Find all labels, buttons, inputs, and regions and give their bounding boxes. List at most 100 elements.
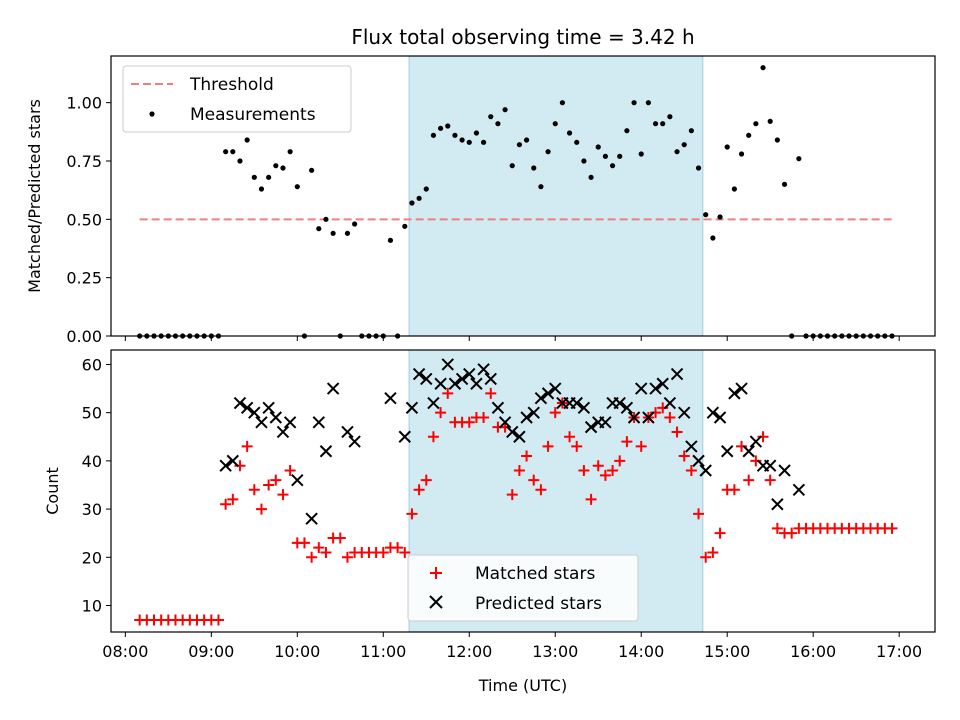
- matched-star-point: [521, 450, 533, 462]
- matched-star-point: [442, 387, 454, 399]
- measurement-point: [703, 212, 709, 218]
- matched-star-point: [585, 493, 597, 505]
- measurement-point: [352, 221, 358, 227]
- x-tick-label: 11:00: [360, 642, 406, 661]
- x-tick-label: 16:00: [790, 642, 836, 661]
- y-tick-label: 0.75: [66, 152, 102, 171]
- measurement-point: [538, 184, 544, 190]
- matched-star-point: [413, 484, 425, 496]
- predicted-star-point: [778, 464, 791, 477]
- matched-star-point: [284, 465, 296, 477]
- top-axis-ticks: 0.00 0.25 0.50 0.75 1.00: [66, 94, 900, 346]
- measurement-point: [294, 184, 300, 190]
- measurement-point: [609, 163, 616, 169]
- measurement-point: [617, 153, 623, 159]
- measurement-point: [774, 137, 780, 143]
- predicted-star-point: [341, 425, 354, 439]
- bottom-axis-ticks: 08:00 09:00 10:00 11:00 12:00 13:00 14:00 15:00…: [82, 355, 923, 661]
- matched-star-point: [306, 551, 318, 563]
- matched-star-point: [298, 537, 310, 549]
- measurement-point: [480, 139, 487, 145]
- matched-star-point: [542, 440, 554, 452]
- predicted-star-point: [685, 440, 698, 453]
- predicted-star-point: [656, 377, 669, 390]
- measurement-point: [438, 125, 444, 131]
- predicted-star-point: [771, 498, 784, 511]
- predicted-star-point: [219, 459, 232, 472]
- matched-star-point: [341, 551, 353, 563]
- matched-star-point: [463, 416, 475, 428]
- measurement-point: [674, 149, 680, 155]
- measurement-point: [516, 142, 523, 148]
- matched-star-point: [671, 426, 683, 438]
- matched-star-point: [277, 489, 289, 501]
- measurement-point: [695, 165, 702, 171]
- measurement-point: [717, 214, 723, 220]
- matched-star-point: [549, 407, 561, 419]
- measurement-point: [681, 142, 687, 148]
- measurement-point: [445, 123, 451, 129]
- measurement-point: [667, 114, 673, 120]
- legend-predicted-swatch: [429, 595, 443, 609]
- y-tick-label: 0.50: [66, 210, 102, 229]
- predicted-star-point: [749, 435, 763, 448]
- x-tick-label: 13:00: [532, 642, 578, 661]
- measurement-point: [244, 137, 250, 143]
- matched-star-point: [212, 614, 224, 626]
- matched-star-point: [248, 484, 260, 496]
- matched-star-point: [241, 440, 253, 452]
- predicted-star-point: [291, 473, 304, 487]
- y-tick-label: 50: [82, 404, 102, 423]
- measurement-point: [731, 186, 737, 192]
- predicted-star-point: [584, 420, 598, 434]
- measurement-point: [574, 139, 580, 145]
- predicted-star-point: [541, 387, 555, 400]
- measurement-point: [652, 121, 659, 127]
- matched-star-point: [227, 493, 239, 505]
- measurement-point: [287, 149, 293, 155]
- predicted-star-point: [427, 396, 440, 410]
- predicted-star-point: [420, 372, 433, 386]
- predicted-star-point: [398, 430, 411, 443]
- measurement-point: [638, 151, 644, 157]
- predicted-star-point: [792, 483, 806, 497]
- measurement-point: [273, 163, 279, 169]
- measurement-point: [387, 237, 394, 243]
- matched-star-point: [313, 542, 325, 554]
- y-tick-label: 30: [82, 500, 102, 519]
- matched-star-point: [255, 503, 267, 515]
- matched-star-point: [635, 440, 647, 452]
- predicted-star-point: [635, 382, 648, 395]
- measurement-point: [710, 235, 716, 241]
- bottom-legend-box: [407, 554, 639, 622]
- y-tick-label: 20: [82, 548, 102, 567]
- measurement-point: [746, 132, 752, 138]
- predicted-star-point: [283, 416, 297, 429]
- matched-star-point: [714, 527, 726, 539]
- measurement-point: [796, 156, 802, 162]
- measurement-point: [330, 230, 336, 236]
- measurement-point: [258, 186, 265, 192]
- bottom-y-axis-label: Count: [43, 467, 62, 515]
- legend-threshold-label: Threshold: [189, 75, 274, 95]
- x-tick-label: 08:00: [102, 642, 148, 661]
- top-y-axis-label: Matched/Predicted stars: [25, 99, 44, 293]
- measurement-point: [760, 65, 766, 71]
- legend-matched-label: Matched stars: [475, 564, 595, 584]
- predicted-star-point: [678, 406, 691, 419]
- legend-measurements-swatch: [149, 111, 155, 117]
- measurement-point: [581, 158, 587, 164]
- top-panel: 0.00 0.25 0.50 0.75 1.00 Matched/Predicted s…: [25, 55, 936, 346]
- matched-star-point: [743, 474, 755, 486]
- legend-measurements-label: Measurements: [190, 105, 316, 125]
- measurement-point: [473, 130, 480, 136]
- matched-star-point: [571, 440, 583, 452]
- matched-star-point: [707, 546, 719, 558]
- predicted-star-point: [520, 411, 533, 424]
- measurement-point: [402, 223, 408, 229]
- matched-star-point: [700, 551, 712, 563]
- x-tick-label: 14:00: [618, 642, 664, 661]
- measurement-point: [409, 200, 415, 206]
- measurement-point: [251, 174, 257, 180]
